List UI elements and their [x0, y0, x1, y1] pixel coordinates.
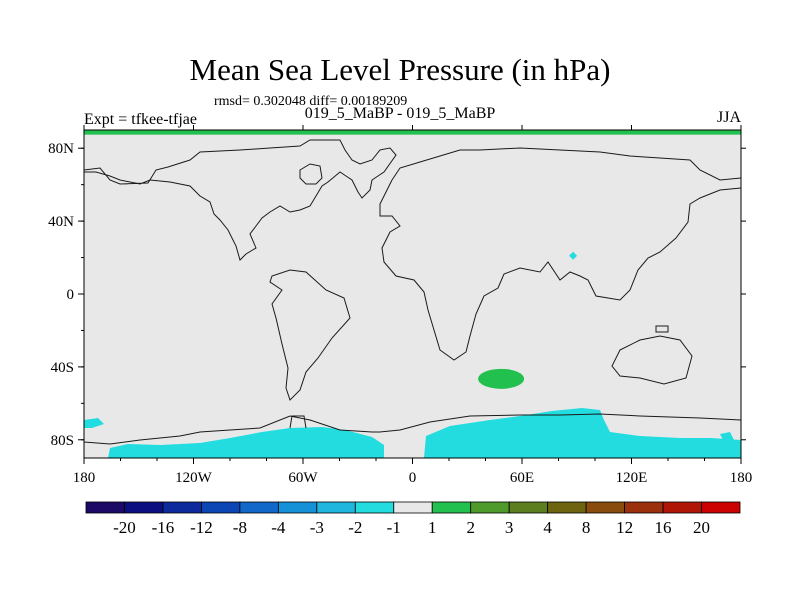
y-tick-label: 40N [48, 214, 74, 230]
x-tick-label: 180 [73, 470, 96, 486]
antarctic-negative-anomaly [84, 408, 741, 458]
colorbar-label: 8 [582, 518, 591, 537]
colorbar-swatch [508, 501, 549, 514]
colorbar-label: 1 [428, 518, 437, 537]
anomaly-fields [84, 130, 741, 458]
tibet-negative-anomaly [569, 251, 578, 260]
experiment-label: Expt = tfkee-tfjae [84, 111, 197, 128]
colorbar-label: -3 [310, 518, 324, 537]
colorbar-swatch [393, 501, 433, 514]
colorbar-swatch [85, 501, 125, 514]
colorbar: -20 -16 -12 -8 -4 -3 -2 -1 1 2 3 4 8 12 16 20 [85, 501, 741, 537]
colorbar-label: 16 [655, 518, 672, 537]
colorbar-label: -2 [348, 518, 362, 537]
x-tick-label: 180 [730, 470, 753, 486]
colorbar-label: -12 [190, 518, 213, 537]
x-tick-label: 60W [288, 470, 318, 486]
colorbar-swatch [354, 501, 395, 514]
colorbar-swatch [662, 501, 702, 514]
colorbar-label: 4 [543, 518, 552, 537]
y-tick-label: 80S [51, 433, 74, 449]
x-tick-label: 120W [175, 470, 213, 486]
coastline-segment-8 [84, 413, 741, 445]
colorbar-swatch [431, 501, 472, 514]
y-tick-label: 0 [67, 287, 75, 303]
y-axis: 80N 40N 0 40S 80S [48, 141, 746, 449]
colorbar-swatch [624, 501, 664, 514]
coastline-segment-6 [611, 335, 693, 385]
colorbar-swatch [124, 501, 164, 514]
x-tick-label: 120E [616, 470, 648, 486]
colorbar-label: -8 [233, 518, 247, 537]
colorbar-swatch [470, 501, 510, 514]
colorbar-swatch [585, 501, 625, 514]
colorbar-swatch [239, 501, 279, 514]
north-pole-positive-band [84, 130, 741, 135]
season-label: JJA [716, 109, 741, 126]
colorbar-swatch [162, 501, 202, 514]
x-tick-label: 0 [409, 470, 417, 486]
colorbar-swatch [547, 501, 587, 514]
coastline-segment-9 [289, 415, 307, 429]
colorbar-label: -20 [113, 518, 136, 537]
coastline-segment-3 [269, 269, 351, 401]
coastline-segment-4 [391, 147, 741, 181]
colorbar-label: 2 [466, 518, 475, 537]
colorbar-swatch [201, 501, 241, 514]
colorbar-label: -4 [271, 518, 286, 537]
colorbar-label: 3 [505, 518, 514, 537]
y-tick-label: 40S [51, 360, 74, 376]
colorbar-label: 20 [693, 518, 710, 537]
colorbar-label: -1 [387, 518, 401, 537]
x-axis: 180 120W 60W 0 60E 120E 180 [73, 125, 753, 486]
map-fill [84, 130, 741, 458]
coastline-segment-7 [655, 325, 669, 333]
stats-text: rmsd= 0.302048 diff= 0.00189209 [214, 94, 408, 109]
colorbar-label: 12 [616, 518, 633, 537]
y-tick-label: 80N [48, 141, 74, 157]
colorbar-swatch [316, 501, 356, 514]
coastline-segment-2 [299, 163, 323, 185]
map-background [84, 130, 741, 458]
colorbar-swatch [277, 501, 318, 514]
coastline-segment-5 [379, 179, 741, 361]
x-tick-label: 60E [510, 470, 534, 486]
period-label: 019_5_MaBP - 019_5_MaBP [304, 105, 496, 122]
colorbar-label: -16 [152, 518, 175, 537]
chart-title: Mean Sea Level Pressure (in hPa) [189, 52, 611, 87]
coastlines [84, 139, 741, 445]
coastline-segment-1 [84, 139, 397, 261]
south-atlantic-positive-anomaly [478, 368, 525, 389]
colorbar-swatch [701, 501, 741, 514]
